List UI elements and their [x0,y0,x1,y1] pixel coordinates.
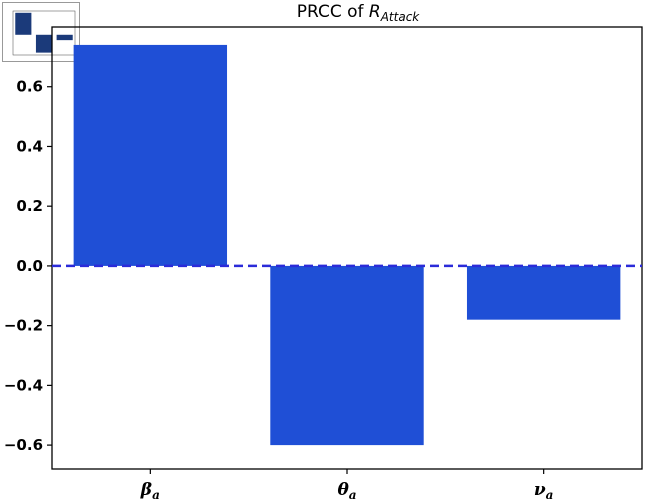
chart-title-variable: R [369,2,381,22]
chart-title: PRCC of RAttack [297,2,421,24]
thumbnail-preview [2,2,80,62]
y-tick-label-2: −0.2 [4,317,43,335]
thumbnail-bar-2 [56,34,73,41]
thumbnail-chart [12,10,76,56]
bars-group [73,44,621,446]
x-tick-label-2: νa [534,480,554,502]
x-tick-label-1: θa [337,480,356,502]
chart-title-subscript: Attack [380,10,421,24]
y-tick-label-4: 0.2 [16,197,43,215]
chart-title-prefix: PRCC of [297,2,369,22]
svg-text:PRCC of RAttack: PRCC of RAttack [297,2,421,24]
y-axis: −0.6 −0.4 −0.2 0.0 0.2 0.4 0.6 [4,78,52,454]
bar-1 [270,265,424,446]
x-axis: βa θa νa [140,469,554,502]
thumbnail-bar-1 [35,34,53,53]
bar-2 [466,265,621,320]
thumbnail-bar-0 [15,12,32,35]
y-tick-label-5: 0.4 [16,137,43,155]
bar-0 [73,44,228,266]
thumbnail-frame [12,10,76,56]
y-tick-label-0: −0.6 [4,436,43,454]
x-tick-label-0: βa [140,480,160,502]
y-tick-label-6: 0.6 [16,78,43,96]
y-tick-label-3: 0.0 [16,257,43,275]
y-tick-label-1: −0.4 [4,376,43,394]
